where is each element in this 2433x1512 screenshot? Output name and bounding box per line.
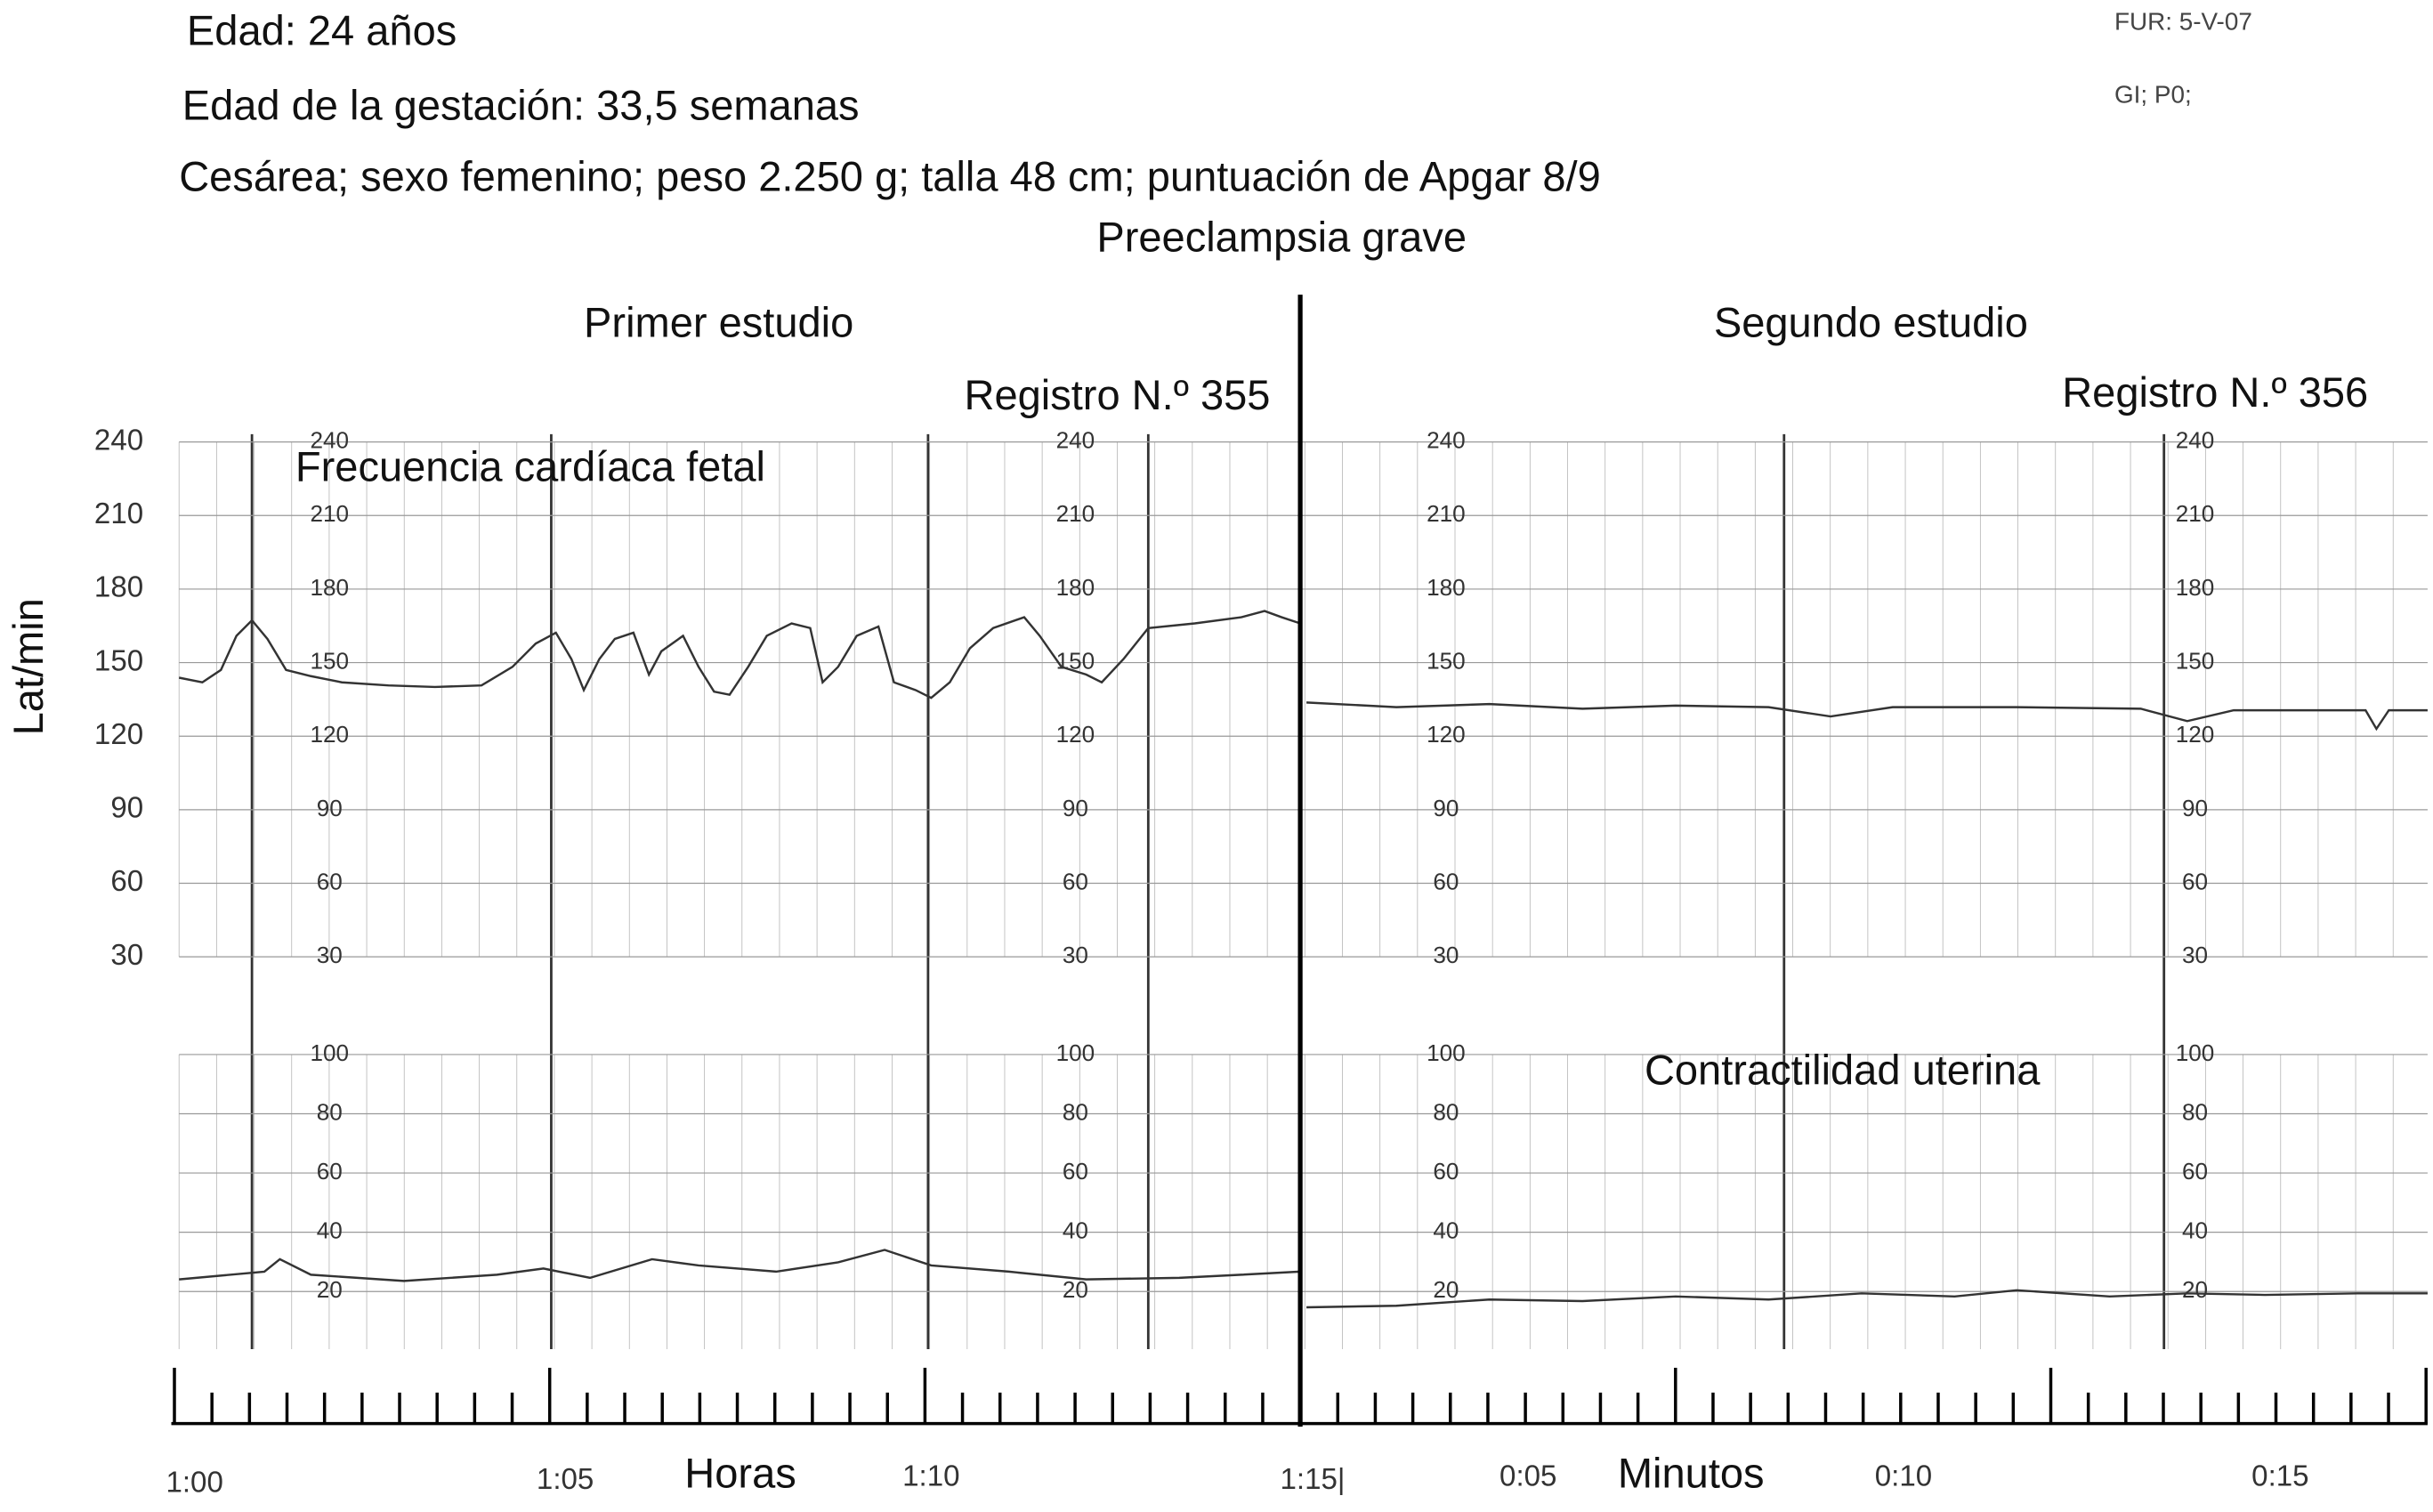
inner-tick-label: 100 bbox=[1056, 1039, 1095, 1066]
record: Registro N.º 355 bbox=[964, 371, 1270, 418]
inner-tick-label: 210 bbox=[1056, 500, 1095, 527]
study-title: Primer estudio bbox=[584, 298, 853, 345]
inner-tick-label: 80 bbox=[317, 1098, 343, 1125]
inner-tick-label: 40 bbox=[2182, 1217, 2208, 1244]
inner-tick-label: 20 bbox=[317, 1276, 343, 1303]
inner-tick-label: 150 bbox=[310, 647, 349, 674]
inner-tick-label: 150 bbox=[2176, 647, 2215, 674]
y-tick-label: 240 bbox=[94, 424, 143, 457]
x-axis-label: Minutos bbox=[1618, 1449, 1765, 1496]
inner-tick-label: 120 bbox=[310, 721, 349, 748]
inner-tick-label: 240 bbox=[2176, 427, 2215, 454]
inner-tick-label: 120 bbox=[2176, 721, 2215, 748]
time-label: 0:15 bbox=[2251, 1459, 2308, 1492]
contraction-trace bbox=[179, 1249, 1301, 1282]
y-tick-label: 90 bbox=[110, 792, 143, 825]
inner-tick-label: 60 bbox=[2182, 1158, 2208, 1185]
inner-tick-label: 90 bbox=[1433, 795, 1459, 821]
inner-tick-label: 90 bbox=[317, 795, 343, 821]
inner-tick-label: 210 bbox=[1427, 500, 1466, 527]
fhr-trace bbox=[1306, 701, 2428, 732]
inner-tick-label: 80 bbox=[1433, 1098, 1459, 1125]
time-label: 1:00 bbox=[166, 1466, 222, 1499]
record: Registro N.º 356 bbox=[2062, 368, 2368, 416]
y-tick-label: 30 bbox=[110, 939, 143, 972]
contraction-trace bbox=[1306, 1289, 2428, 1309]
inner-tick-label: 80 bbox=[1063, 1098, 1088, 1125]
inner-tick-label: 120 bbox=[1056, 721, 1095, 748]
time-label: 0:10 bbox=[1875, 1459, 1932, 1492]
y-tick-label: 120 bbox=[94, 718, 143, 751]
inner-tick-label: 90 bbox=[2182, 795, 2208, 821]
inner-tick-label: 20 bbox=[1433, 1276, 1459, 1303]
inner-tick-label: 60 bbox=[317, 1158, 343, 1185]
delivery: Cesárea; sexo femenino; peso 2.250 g; ta… bbox=[179, 153, 1601, 200]
inner-tick-label: 30 bbox=[1433, 942, 1459, 968]
inner-tick-label: 100 bbox=[2176, 1039, 2215, 1066]
inner-tick-label: 210 bbox=[310, 500, 349, 527]
inner-tick-label: 60 bbox=[317, 868, 343, 894]
inner-tick-label: 240 bbox=[1427, 427, 1466, 454]
inner-tick-label: 150 bbox=[1056, 647, 1095, 674]
inner-tick-label: 100 bbox=[310, 1039, 349, 1066]
inner-tick-label: 180 bbox=[310, 574, 349, 601]
time-label: 0:05 bbox=[1499, 1459, 1556, 1492]
inner-tick-label: 30 bbox=[317, 942, 343, 968]
chart-layer: 240 240 240 240 240 210 210 210 210 210 180 180 180 1… bbox=[94, 424, 2428, 1426]
study-title: Segundo estudio bbox=[1714, 298, 2028, 345]
inner-tick-label: 60 bbox=[1433, 1158, 1459, 1185]
inner-tick-label: 100 bbox=[1427, 1039, 1466, 1066]
inner-tick-label: 90 bbox=[1063, 795, 1088, 821]
inner-tick-label: 210 bbox=[2176, 500, 2215, 527]
gestation: Edad de la gestación: 33,5 semanas bbox=[182, 81, 860, 128]
inner-tick-label: 120 bbox=[1427, 721, 1466, 748]
inner-tick-label: 30 bbox=[1063, 942, 1088, 968]
obstetric: GI; P0; bbox=[2114, 80, 2192, 108]
time-label: 1:10 bbox=[902, 1459, 959, 1492]
inner-tick-label: 20 bbox=[1063, 1276, 1088, 1303]
diagnosis: Preeclampsia grave bbox=[1096, 214, 1467, 261]
inner-tick-label: 180 bbox=[1427, 574, 1466, 601]
panel-label: Contractilidad uterina bbox=[1645, 1046, 2041, 1093]
fur: FUR: 5-V-07 bbox=[2114, 7, 2252, 35]
inner-tick-label: 30 bbox=[2182, 942, 2208, 968]
panel-label: Frecuencia cardíaca fetal bbox=[295, 442, 765, 489]
inner-tick-label: 240 bbox=[1056, 427, 1095, 454]
time-label: 1:15| bbox=[1281, 1463, 1346, 1496]
inner-tick-label: 40 bbox=[1433, 1217, 1459, 1244]
inner-tick-label: 60 bbox=[1063, 868, 1088, 894]
inner-tick-label: 60 bbox=[2182, 868, 2208, 894]
inner-tick-label: 80 bbox=[2182, 1098, 2208, 1125]
inner-tick-label: 60 bbox=[1063, 1158, 1088, 1185]
y-tick-label: 150 bbox=[94, 644, 143, 677]
y-tick-label: 180 bbox=[94, 571, 143, 604]
inner-tick-label: 180 bbox=[1056, 574, 1095, 601]
inner-tick-label: 40 bbox=[317, 1217, 343, 1244]
inner-tick-label: 60 bbox=[1433, 868, 1459, 894]
inner-tick-label: 180 bbox=[2176, 574, 2215, 601]
inner-tick-label: 20 bbox=[2182, 1276, 2208, 1303]
inner-tick-label: 40 bbox=[1063, 1217, 1088, 1244]
age: Edad: 24 años bbox=[187, 7, 457, 54]
fhr-trace bbox=[178, 610, 1301, 699]
x-axis-label: Horas bbox=[684, 1449, 796, 1496]
time-label: 1:05 bbox=[537, 1463, 594, 1496]
inner-tick-label: 150 bbox=[1427, 647, 1466, 674]
y-axis-label: Lat/min bbox=[4, 598, 52, 735]
y-tick-label: 60 bbox=[110, 865, 143, 898]
inner-tick-label: 240 bbox=[310, 427, 349, 454]
y-tick-label: 210 bbox=[94, 497, 143, 530]
